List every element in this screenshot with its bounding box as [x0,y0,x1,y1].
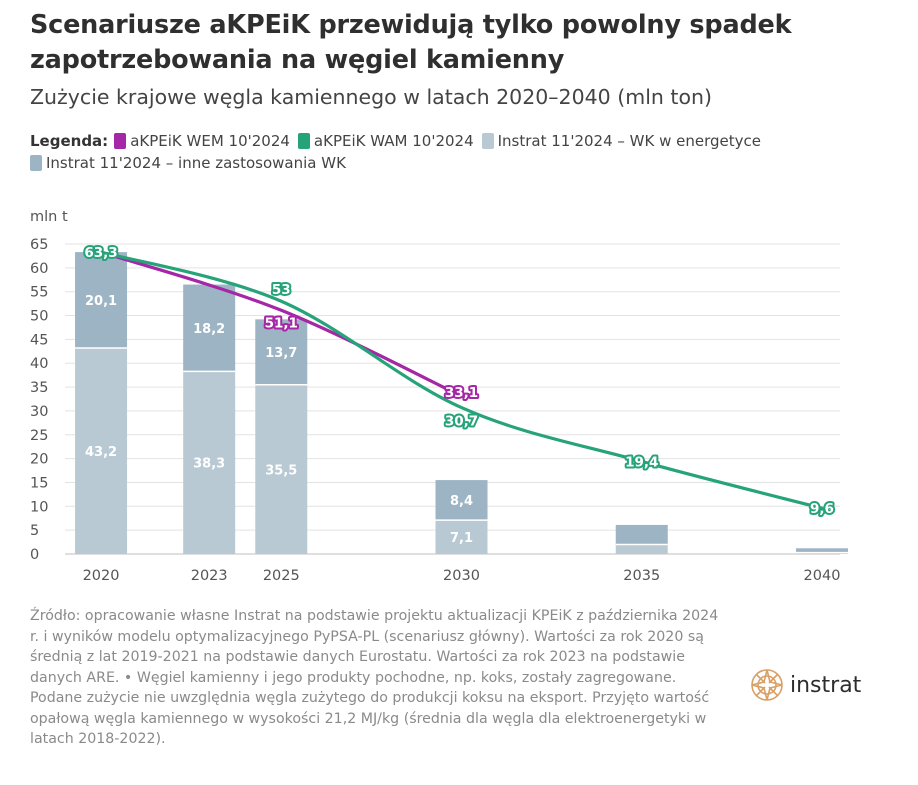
source-note: Źródło: opracowanie własne Instrat na po… [30,608,719,747]
bar-value-label: 35,5 [265,463,297,478]
bar-value-label: 18,2 [193,322,225,337]
legend-swatch-wem [114,133,127,149]
legend-item-wem: aKPEiK WEM 10'2024 [114,130,290,152]
y-tick-label: 65 [30,237,48,253]
bar-value-label: 13,7 [265,346,297,361]
y-tick-label: 25 [30,428,48,444]
bar-segment [615,544,668,554]
point-label-wem: 51,1 [265,315,298,331]
bar-segment [75,252,128,348]
x-tick-label: 2040 [804,568,841,584]
bar-segment [795,548,848,553]
bar-value-label: 7,1 [450,531,473,546]
y-tick-label: 45 [30,332,48,348]
chart-title: Scenariusze aKPEiK przewidują tylko powo… [30,10,792,75]
logo-text: instrat [790,672,862,698]
y-tick-label: 20 [30,452,48,468]
x-tick-label: 2035 [623,568,660,584]
y-tick-label: 55 [30,285,48,301]
line-wem [99,250,464,398]
x-tick-label: 2020 [83,568,120,584]
legend-title: Legenda: [30,132,109,150]
line-wam [99,250,824,510]
x-tick-label: 2023 [191,568,228,584]
legend: Legenda: aKPEiK WEM 10'2024 aKPEiK WAM 10'… [30,130,890,174]
point-label-wam: 30,7 [445,414,478,430]
point-label-wam: 9,6 [810,501,834,517]
bar-segment [255,319,308,385]
legend-swatch-energy [481,133,494,149]
bar-segment [615,524,668,545]
point-label-wem: 33,1 [445,385,478,401]
bar-value-label: 43,2 [85,445,117,460]
legend-item-other: Instrat 11'2024 – inne zastosowania WK [30,152,346,174]
legend-label-wem: aKPEiK WEM 10'2024 [130,132,290,150]
legend-label-energy: Instrat 11'2024 – WK w energetyce [497,132,762,150]
y-tick-label: 15 [30,475,48,491]
y-tick-label: 35 [30,380,48,396]
bar-value-label: 20,1 [85,294,117,309]
legend-swatch-other [30,155,42,171]
instrat-logo: instrat [750,667,861,703]
legend-swatch-wam [297,133,310,149]
bar-segment [435,480,488,521]
y-tick-label: 40 [30,356,48,372]
x-tick-label: 2030 [443,568,480,584]
chart-subtitle: Zużycie krajowe węgla kamiennego w latac… [30,85,712,109]
bar-segment [183,284,236,372]
bar-value-label: 8,4 [450,494,473,509]
instrat-compass-logo-icon [751,669,783,701]
y-tick-label: 60 [30,261,48,277]
y-tick-label: 50 [30,309,48,325]
bar-segment [75,347,128,554]
point-label-wam: 53 [272,282,291,298]
y-tick-label: 0 [30,547,39,563]
point-label-wam: 63,3 [84,245,117,261]
bar-segment [183,371,236,554]
point-label-wam: 19,4 [625,454,658,470]
y-axis-label: mln t [30,209,68,225]
x-tick-label: 2025 [263,568,300,584]
legend-item-energy: Instrat 11'2024 – WK w energetyce [481,130,762,152]
bar-value-label: 38,3 [193,457,225,472]
legend-item-wam: aKPEiK WAM 10'2024 [297,130,474,152]
y-tick-label: 5 [30,523,39,539]
bar-segment [435,520,488,554]
y-tick-label: 30 [30,404,48,420]
legend-label-wam: aKPEiK WAM 10'2024 [313,132,474,150]
bar-segment [255,384,308,554]
y-tick-label: 10 [30,499,48,515]
legend-label-other: Instrat 11'2024 – inne zastosowania WK [46,154,346,172]
